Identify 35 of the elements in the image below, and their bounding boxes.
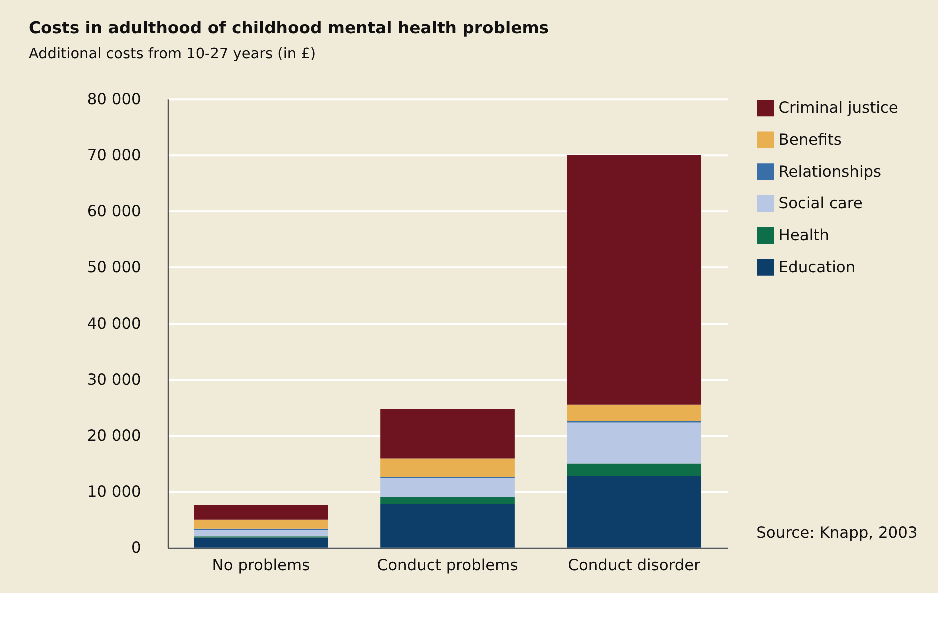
bar — [567, 422, 702, 464]
chart-title: Costs in adulthood of childhood mental health problems — [28, 18, 550, 38]
x-tick-label: Conduct disorder — [568, 556, 702, 575]
x-tick-label: No problems — [212, 556, 310, 575]
y-tick-label: 10 000 — [87, 483, 142, 502]
legend-label: Health — [778, 226, 830, 245]
legend-label: Education — [778, 258, 856, 276]
bar — [567, 464, 702, 476]
y-tick-label: 70 000 — [87, 146, 142, 165]
chart-subtitle: Additional costs from 10-27 years (in £) — [28, 46, 316, 63]
bar — [380, 478, 515, 498]
y-tick-label: 60 000 — [87, 202, 142, 221]
y-tick-label: 80 000 — [87, 90, 142, 108]
y-tick-label: 30 000 — [87, 370, 142, 389]
bar — [380, 504, 515, 548]
bar — [194, 505, 328, 520]
legend-label: Social care — [778, 194, 863, 213]
bar — [194, 520, 328, 529]
legend-label: Relationships — [778, 162, 882, 181]
bar — [380, 458, 515, 478]
bar — [567, 476, 702, 548]
bar — [567, 404, 702, 422]
legend-label: Criminal justice — [778, 99, 898, 118]
y-tick-label: 50 000 — [87, 258, 142, 277]
x-tick-label: Conduct problems — [377, 556, 518, 575]
source-note: Source: Knapp, 2003 — [756, 524, 918, 542]
legend-label: Benefits — [778, 130, 842, 149]
bar — [194, 538, 328, 548]
bar — [380, 497, 515, 504]
y-tick-label: 40 000 — [87, 314, 142, 333]
y-tick-label: 20 000 — [87, 427, 142, 446]
y-tick-label: 0 — [132, 539, 142, 558]
bar — [567, 155, 702, 405]
bar — [380, 409, 515, 459]
bar — [194, 530, 328, 537]
